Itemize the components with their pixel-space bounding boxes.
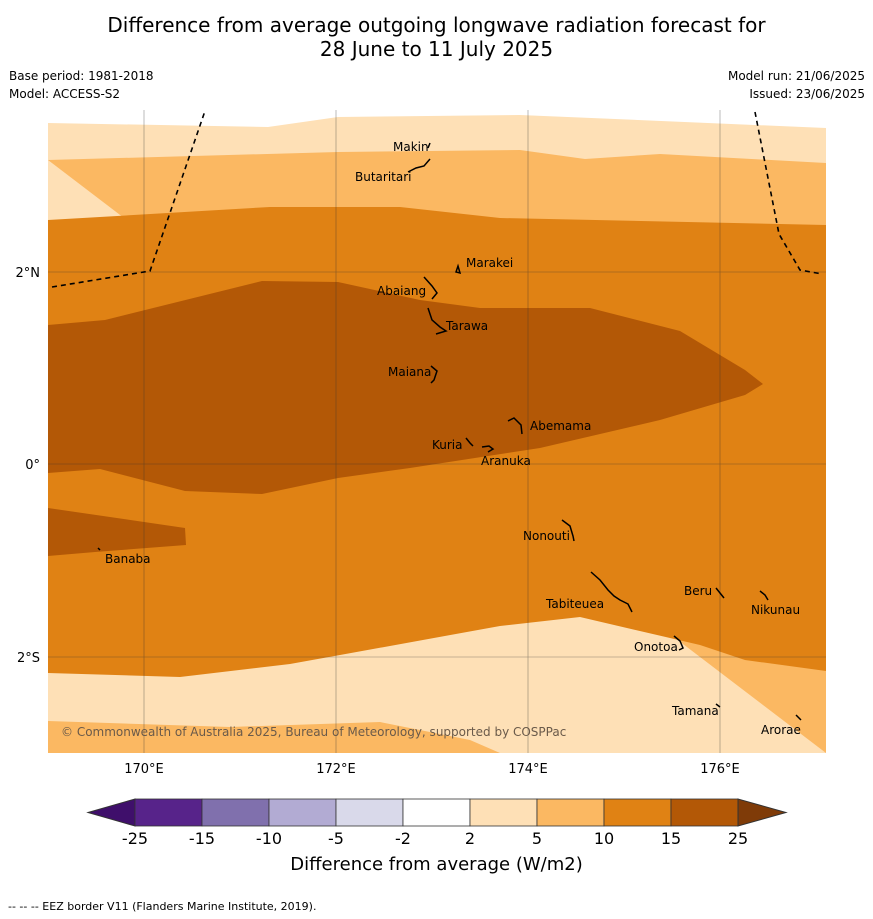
- lon-label-176e: 176°E: [700, 762, 740, 777]
- island-label-tabiteuea: Tabiteuea: [545, 597, 604, 611]
- island-label-onotoa: Onotoa: [634, 640, 678, 654]
- colorbar-tick-label: 25: [728, 829, 748, 848]
- colorbar-tick-label: 15: [661, 829, 681, 848]
- model-run: Model run: 21/06/2025: [727, 69, 865, 83]
- eez-footer-note: -- -- -- EEZ border V11 (Flanders Marine…: [8, 900, 317, 913]
- lon-label-174e: 174°E: [508, 762, 548, 777]
- nonouti-outline: [561, 519, 575, 542]
- colorbar-tick-label: 2: [465, 829, 475, 848]
- colorbar-extend-high: [737, 798, 788, 827]
- lon-label-170e: 170°E: [124, 762, 164, 777]
- band-15-25-main: [48, 281, 763, 494]
- aranuka-outline: [481, 445, 495, 453]
- beru-outline: [715, 587, 725, 599]
- chart-title-line2: 28 June to 11 July 2025: [319, 37, 554, 61]
- nikunau-outline: [759, 590, 769, 601]
- kuria-outline: [465, 437, 474, 447]
- colorbar-tick-label: -25: [122, 829, 148, 848]
- tamana-outline: [715, 703, 721, 708]
- base-period: Base period: 1981-2018: [9, 69, 154, 83]
- colorbar-tick-label: 10: [594, 829, 614, 848]
- lat-label-0: 0°: [25, 458, 40, 473]
- olr-anomaly-map: [48, 110, 826, 753]
- abemama-outline: [507, 417, 523, 435]
- makin-outline: [427, 142, 431, 149]
- issued-date: Issued: 23/06/2025: [749, 87, 865, 101]
- island-label-abaiang: Abaiang: [377, 284, 426, 298]
- colorbar: -25 -15 -10 -5 -2 2 5 10 15 25: [86, 798, 788, 848]
- island-label-maiana: Maiana: [388, 365, 431, 379]
- graticule: [48, 110, 826, 753]
- colorbar-tick-label: 5: [532, 829, 542, 848]
- island-outlines: [97, 142, 802, 721]
- island-label-kuria: Kuria: [432, 438, 463, 452]
- eez-border: [51, 110, 823, 288]
- island-label-arorae: Arorae: [761, 723, 801, 737]
- colorbar-swatch: [134, 798, 203, 827]
- band-15-25-west: [48, 508, 186, 556]
- abaiang-outline: [423, 276, 438, 300]
- colorbar-extend-low: [86, 798, 136, 827]
- model-name: Model: ACCESS-S2: [9, 87, 121, 101]
- colorbar-swatch: [536, 798, 605, 827]
- island-label-nonouti: Nonouti: [523, 529, 570, 543]
- maiana-outline: [430, 365, 438, 384]
- colorbar-swatch: [603, 798, 672, 827]
- island-labels: Makin Butaritari Marakei Abaiang Tarawa …: [105, 140, 801, 737]
- lon-label-172e: 172°E: [316, 762, 356, 777]
- colorbar-label: Difference from average (W/m2): [290, 854, 583, 875]
- island-label-tarawa: Tarawa: [445, 319, 488, 333]
- chart-title-line1: Difference from average outgoing longwav…: [107, 13, 766, 37]
- colorbar-swatch: [201, 798, 270, 827]
- lat-label-2s: 2°S: [17, 651, 40, 666]
- island-label-tamana: Tamana: [671, 704, 719, 718]
- colorbar-tick-label: -15: [189, 829, 215, 848]
- copyright-text: © Commonwealth of Australia 2025, Bureau…: [61, 725, 566, 739]
- colorbar-swatch: [670, 798, 739, 827]
- lat-label-2n: 2°N: [16, 266, 41, 281]
- island-label-beru: Beru: [684, 584, 712, 598]
- arorae-outline: [795, 714, 802, 721]
- tabiteuea-outline: [590, 571, 633, 613]
- tarawa-outline: [427, 307, 448, 335]
- colorbar-swatch: [469, 798, 538, 827]
- marakei-outline: [455, 263, 462, 275]
- colorbar-swatch: [335, 798, 404, 827]
- onotoa-outline: [673, 635, 684, 651]
- island-label-banaba: Banaba: [105, 552, 151, 566]
- banaba-outline: [97, 547, 101, 551]
- island-label-aranuka: Aranuka: [481, 454, 531, 468]
- island-label-makin: Makin: [393, 140, 429, 154]
- colorbar-tick-label: -10: [256, 829, 282, 848]
- colorbar-tick-label: -2: [395, 829, 411, 848]
- axis-labels: 2°N 0° 2°S 170°E 172°E 174°E 176°E: [16, 266, 740, 777]
- colorbar-swatch: [268, 798, 337, 827]
- island-label-nikunau: Nikunau: [751, 603, 800, 617]
- colorbar-tick-label: -5: [328, 829, 344, 848]
- colorbar-swatch: [402, 798, 471, 827]
- island-label-butaritari: Butaritari: [355, 170, 412, 184]
- island-label-marakei: Marakei: [466, 256, 513, 270]
- island-label-abemama: Abemama: [530, 419, 591, 433]
- butaritari-outline: [407, 158, 431, 173]
